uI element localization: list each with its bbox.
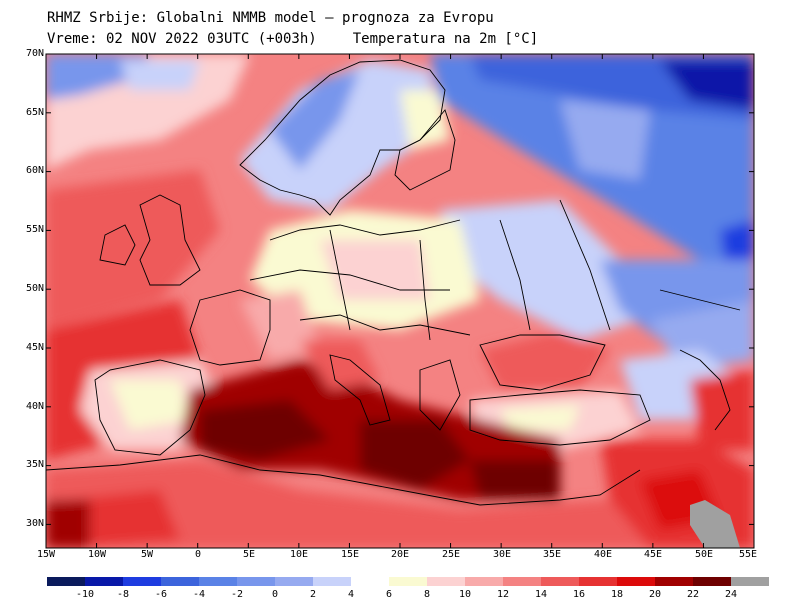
legend-tick-label: -8: [116, 589, 130, 600]
legend-tick-label: 16: [572, 589, 586, 600]
legend-swatch: [731, 577, 769, 586]
legend-swatch: [655, 577, 693, 586]
legend-tick-label: 6: [385, 589, 393, 600]
lat-label: 65N: [25, 107, 44, 118]
legend-tick-label: 18: [610, 589, 624, 600]
lon-label: 10W: [87, 549, 107, 560]
legend-swatch: [237, 577, 275, 586]
legend-tick-label: 12: [496, 589, 510, 600]
map-title: RHMZ Srbije: Globalni NMMB model – progn…: [47, 10, 494, 26]
legend-tick-label: 2: [309, 589, 317, 600]
lon-label: 55E: [738, 549, 758, 560]
lon-label: 45E: [643, 549, 663, 560]
legend-tick-label: 22: [686, 589, 700, 600]
legend-tick-label: 24: [724, 589, 738, 600]
lat-label: 40N: [25, 401, 44, 412]
lon-label: 0: [194, 549, 202, 560]
temperature-field: [46, 54, 754, 548]
legend-tick-label: -2: [230, 589, 244, 600]
legend-swatch: [541, 577, 579, 586]
lat-label: 70N: [25, 48, 44, 59]
field-name: Temperatura na 2m [°C]: [352, 31, 539, 47]
lon-label: 10E: [289, 549, 309, 560]
lat-label: 55N: [25, 224, 44, 235]
legend-tick-label: -6: [154, 589, 168, 600]
legend-swatch: [313, 577, 351, 586]
lon-label: 50E: [694, 549, 714, 560]
legend-swatch: [199, 577, 237, 586]
lon-label: 30E: [492, 549, 512, 560]
legend-tick-label: 8: [423, 589, 431, 600]
lon-label: 5E: [242, 549, 256, 560]
lat-label: 45N: [25, 342, 44, 353]
legend-swatch: [161, 577, 199, 586]
lon-label: 35E: [542, 549, 562, 560]
lat-label: 35N: [25, 459, 44, 470]
legend-swatch: [351, 577, 389, 586]
legend-tick-label: 0: [271, 589, 279, 600]
axis-ticks: [45, 53, 755, 548]
legend-swatch: [275, 577, 313, 586]
legend-tick-label: -4: [192, 589, 206, 600]
legend-swatch: [579, 577, 617, 586]
lon-label: 15E: [340, 549, 360, 560]
legend-tick-label: 20: [648, 589, 662, 600]
legend-tick-label: 14: [534, 589, 548, 600]
legend-swatch: [465, 577, 503, 586]
lat-label: 30N: [25, 518, 44, 529]
legend-swatch: [503, 577, 541, 586]
lat-label: 50N: [25, 283, 44, 294]
legend-swatch: [693, 577, 731, 586]
lon-label: 15W: [36, 549, 56, 560]
legend-swatch: [85, 577, 123, 586]
lon-label: 5W: [140, 549, 154, 560]
legend-swatch: [389, 577, 427, 586]
lon-label: 20E: [390, 549, 410, 560]
legend-tick-label: 4: [347, 589, 355, 600]
lon-label: 25E: [441, 549, 461, 560]
legend-swatch: [47, 577, 85, 586]
map-subtitle: Vreme: 02 NOV 2022 03UTC (+003h) Temperat…: [47, 31, 538, 47]
legend-swatch: [123, 577, 161, 586]
legend-tick-label: 10: [458, 589, 472, 600]
legend-swatch: [427, 577, 465, 586]
lat-label: 60N: [25, 165, 44, 176]
legend-swatch: [617, 577, 655, 586]
coastlines: [46, 59, 741, 506]
legend-tick-label: -10: [75, 589, 95, 600]
forecast-time: Vreme: 02 NOV 2022 03UTC (+003h): [47, 31, 317, 47]
lon-label: 40E: [593, 549, 613, 560]
